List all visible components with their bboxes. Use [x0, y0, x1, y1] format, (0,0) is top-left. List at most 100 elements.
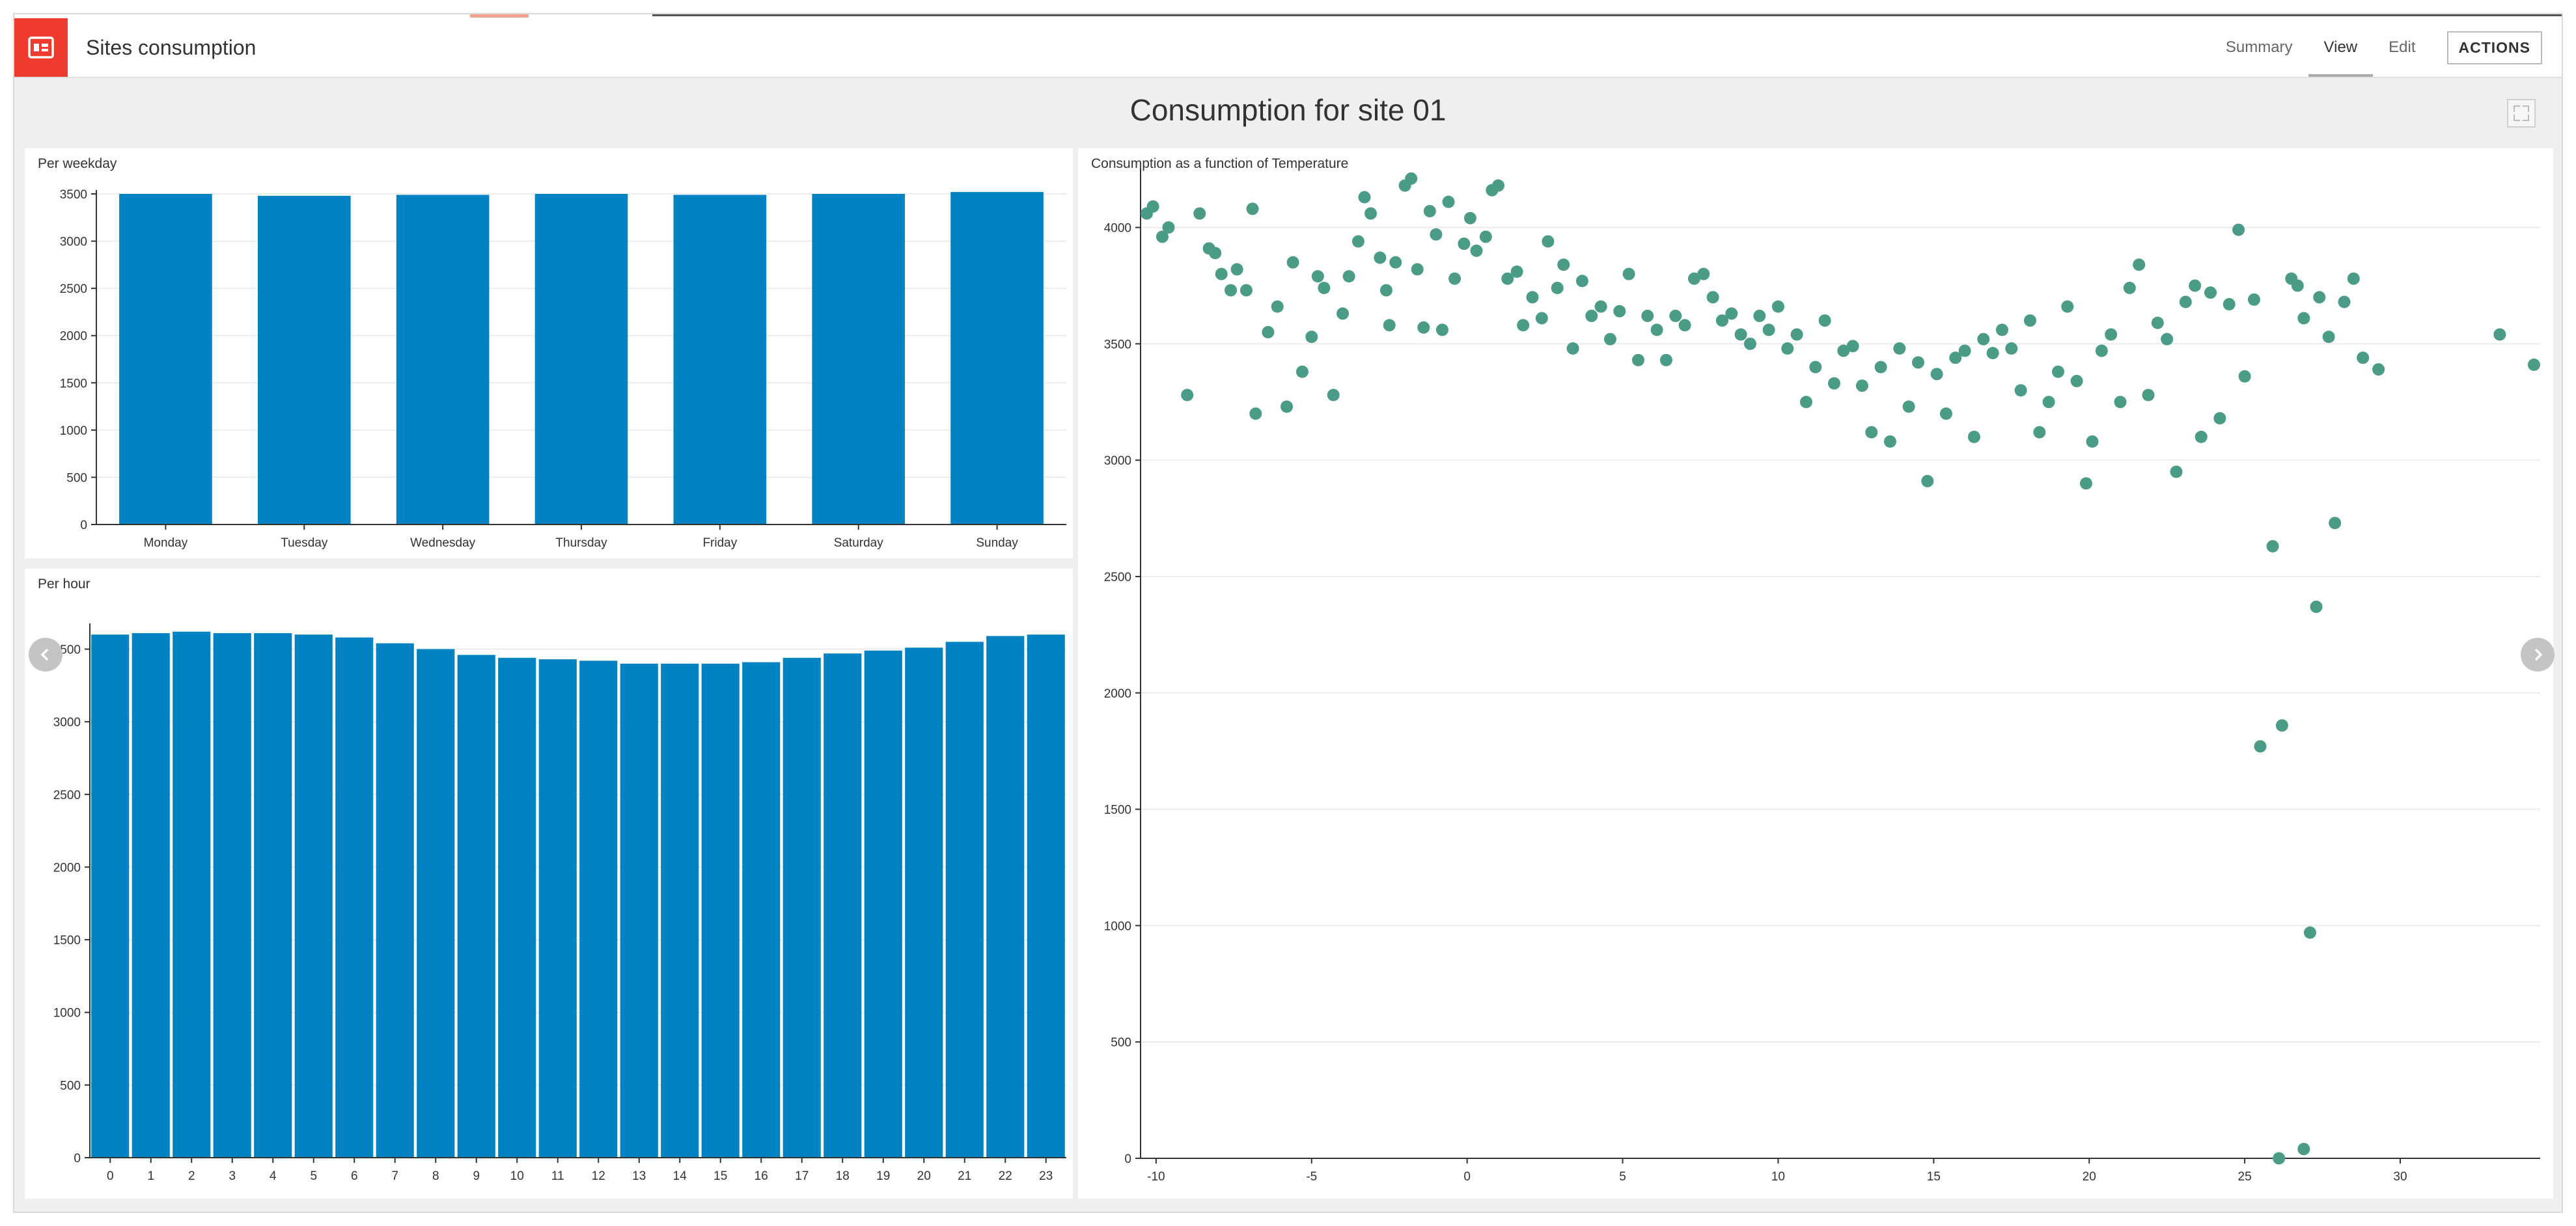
scatter-point: [1977, 333, 1990, 346]
scatter-point: [1374, 251, 1387, 264]
bar: [254, 633, 292, 1158]
scatter-point: [1939, 407, 1952, 420]
y-tick-label: 1500: [60, 377, 87, 390]
scatter-point: [1215, 267, 1228, 280]
x-tick-label: 8: [432, 1169, 439, 1183]
chart-title: Consumption as a function of Temperature: [1091, 156, 1349, 171]
bar: [335, 637, 374, 1158]
tab-view[interactable]: View: [2308, 18, 2373, 77]
x-tick-label: Saturday: [834, 536, 884, 550]
x-tick-label: 25: [2238, 1170, 2252, 1184]
scatter-point: [1305, 331, 1318, 344]
scatter-point: [1311, 270, 1324, 283]
carousel-next-button[interactable]: [2521, 638, 2555, 672]
x-tick-label: Friday: [702, 536, 737, 550]
scatter-point: [2372, 363, 2385, 376]
bar: [701, 663, 740, 1158]
scatter-point: [1930, 368, 1943, 381]
scatter-point: [2266, 539, 2279, 552]
scatter-point: [1594, 300, 1607, 313]
scatter-point: [2275, 719, 2288, 732]
scatter-point: [1230, 263, 1243, 276]
scatter-point: [1286, 256, 1299, 269]
x-tick-label: 20: [917, 1169, 931, 1183]
scatter-point: [2297, 1143, 2310, 1156]
scatter-point: [1921, 474, 1934, 487]
y-tick-label: 0: [1124, 1152, 1131, 1166]
y-tick-label: 3500: [60, 188, 87, 202]
bar: [417, 649, 455, 1158]
scatter-point: [2170, 465, 2183, 478]
x-tick-label: 15: [1927, 1170, 1941, 1184]
bar: [945, 642, 984, 1158]
temperature-scatter-chart: 0 500 1000 1500 2000 2500 3000 3500 4000 -10 -5 0 5 1…: [1104, 168, 2540, 1184]
carousel-prev-button[interactable]: [29, 638, 62, 672]
x-tick-label: 19: [876, 1169, 890, 1183]
scatter-point: [1753, 309, 1766, 322]
y-tick-label: 500: [60, 1079, 81, 1093]
scatter-point: [1249, 407, 1262, 420]
scatter-point: [1809, 361, 1822, 374]
scatter-point: [1603, 333, 1616, 346]
scatter-point: [1181, 388, 1194, 402]
scatter-point: [1743, 337, 1756, 350]
scatter-point: [1557, 258, 1570, 271]
y-tick-label: 1500: [53, 934, 81, 947]
chevron-left-icon: [40, 648, 49, 661]
x-tick-label: 12: [592, 1169, 605, 1183]
bar: [396, 195, 490, 524]
scatter-point: [2238, 370, 2251, 383]
app-title: Sites consumption: [86, 36, 256, 59]
scatter-point: [1771, 300, 1784, 313]
fullscreen-button[interactable]: [2507, 99, 2536, 128]
scatter-point: [1986, 347, 1999, 360]
scatter-point: [1846, 340, 1859, 353]
x-tick-label: 17: [795, 1169, 809, 1183]
y-tick-label: 1000: [60, 424, 87, 438]
scatter-point: [1423, 204, 1436, 217]
bar: [673, 195, 767, 524]
scatter-point: [1209, 247, 1222, 260]
y-tick-label: 2000: [1104, 687, 1131, 701]
scatter-point: [1383, 319, 1396, 332]
scatter-point: [1762, 323, 1775, 336]
actions-button[interactable]: ACTIONS: [2446, 31, 2542, 64]
scatter-point: [1613, 305, 1626, 318]
bar: [538, 659, 577, 1158]
scatter-point: [1715, 314, 1728, 327]
bar: [213, 633, 251, 1158]
scatter-point: [2151, 316, 2164, 329]
scatter-point: [1435, 323, 1448, 336]
y-tick-label: 0: [80, 519, 87, 532]
header-bar: Sites consumption Summary View Edit ACTI…: [14, 18, 2562, 78]
scatter-point: [2033, 426, 2046, 439]
y-tick-label: 3000: [53, 716, 81, 729]
scatter-point: [1470, 244, 1483, 257]
x-tick-label: -10: [1147, 1170, 1165, 1184]
scatter-point: [2133, 258, 2146, 271]
scatter-point: [1417, 321, 1430, 334]
bar: [119, 194, 212, 524]
x-tick-label: Thursday: [555, 536, 607, 550]
tab-summary[interactable]: Summary: [2225, 38, 2293, 56]
bar: [742, 662, 781, 1158]
scatter-point: [1902, 400, 1915, 413]
dashboard-icon[interactable]: [14, 18, 68, 77]
fullscreen-icon: [2514, 105, 2520, 112]
bar: [132, 633, 170, 1158]
scatter-point: [1818, 314, 1831, 327]
tab-edit[interactable]: Edit: [2389, 38, 2416, 56]
scatter-point: [1566, 342, 1579, 355]
y-tick-label: 0: [74, 1152, 81, 1165]
scatter-point: [2070, 375, 2083, 388]
bar: [534, 194, 628, 524]
scatter-point: [2061, 300, 2074, 313]
chart-title: Per hour: [38, 577, 90, 592]
page-title: Consumption for site 01: [1129, 93, 1447, 127]
scatter-point: [1336, 307, 1350, 320]
scatter-point: [1622, 267, 1635, 280]
y-tick-label: 2000: [53, 861, 81, 875]
scatter-point: [2189, 279, 2202, 292]
scatter-point: [1725, 307, 1738, 320]
scatter-point: [1781, 342, 1794, 355]
